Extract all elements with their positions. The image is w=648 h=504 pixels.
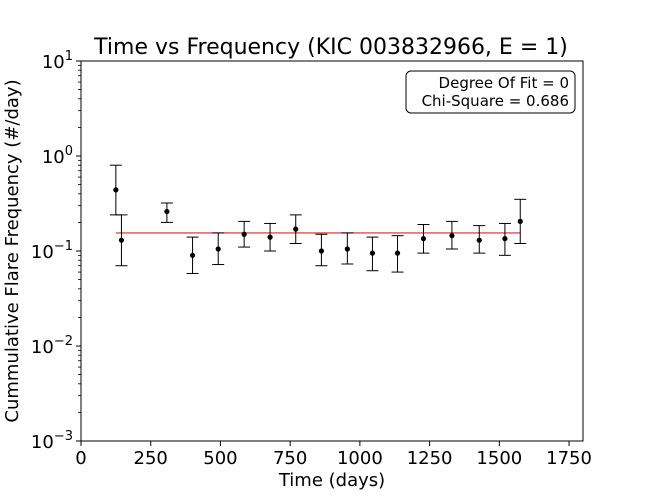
data-point (449, 233, 455, 239)
x-tick-label: 0 (75, 448, 86, 469)
y-axis-label: Cummulative Flare Frequency (#/day) (2, 79, 23, 422)
y-tick-label: 10−3 (31, 429, 73, 453)
y-tick-label: 10−1 (31, 239, 73, 263)
data-point (164, 208, 170, 215)
x-axis: 0 250 500 750 1000 1250 1500 1750 (75, 441, 592, 469)
y-tick-label: 100 (42, 144, 73, 168)
fit-statistics-box-frame (405, 70, 576, 114)
data-point (113, 187, 119, 193)
data-point (318, 248, 325, 254)
y-tick-label: 101 (42, 49, 73, 73)
chart-title: Time vs Frequency (KIC 003832966, E = 1) (93, 35, 568, 60)
data-points-layer (109, 164, 527, 274)
x-axis-label: Time (days) (278, 470, 385, 491)
data-point (344, 246, 350, 252)
y-axis: 10−3 10−2 10−1 100 101 (31, 49, 81, 453)
plot-area-frame (80, 60, 584, 442)
fit-statistics-box: Degree Of Fit = 0 Chi-Square = 0.686 (405, 70, 576, 114)
data-point (502, 236, 508, 242)
x-tick-label: 1500 (476, 448, 522, 469)
x-tick-label: 1750 (546, 448, 592, 469)
data-point (267, 234, 273, 240)
data-point (293, 226, 299, 232)
data-point (369, 250, 376, 256)
data-point (476, 237, 482, 243)
data-point (420, 236, 427, 242)
y-tick-label: 10−2 (31, 334, 73, 358)
x-tick-label: 750 (273, 448, 307, 469)
data-point (189, 252, 196, 258)
x-tick-label: 1000 (337, 448, 383, 469)
data-point (394, 250, 401, 256)
degree-of-fit-text: Degree Of Fit = 0 (439, 74, 569, 92)
data-point (215, 246, 221, 252)
x-tick-label: 1250 (407, 448, 453, 469)
x-tick-label: 250 (134, 448, 168, 469)
data-point (241, 231, 247, 237)
chi-square-text: Chi-Square = 0.686 (422, 92, 569, 110)
data-point (118, 237, 125, 243)
x-tick-label: 500 (203, 448, 237, 469)
data-point (517, 218, 523, 224)
